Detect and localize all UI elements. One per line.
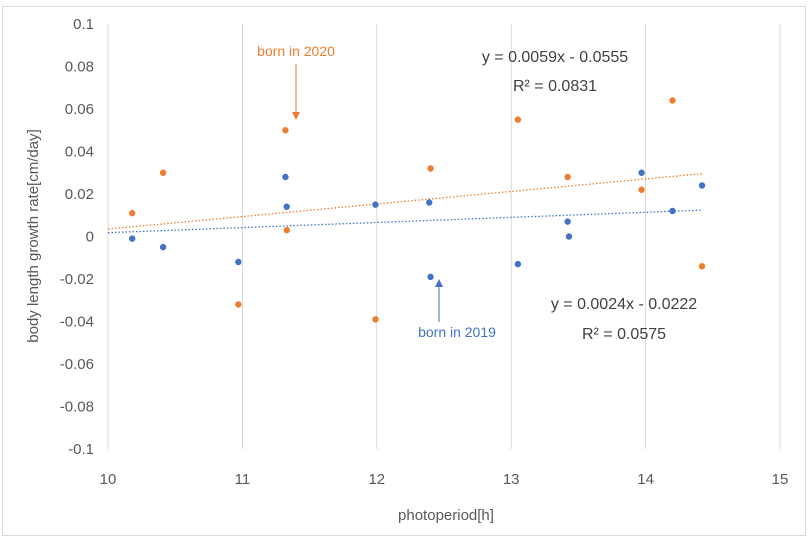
data-point-series-0 [283, 203, 290, 210]
trendline-2019-r2: R² = 0.0575 [582, 326, 666, 343]
y-tick-labels: -0.1 -0.08 -0.06 -0.04 -0.02 0 0.02 0.04 0.06 0.0… [60, 16, 94, 458]
data-point-series-0 [565, 233, 573, 240]
annotation-born-2019: born in 2019 [418, 324, 496, 340]
data-point-series-0 [638, 169, 645, 176]
data-point-series-0 [159, 243, 167, 251]
data-point-series-0 [426, 199, 433, 206]
arrow-icon-2020 [292, 64, 300, 120]
y-tick-label: 0.1 [73, 16, 94, 33]
data-point-series-0 [514, 260, 522, 268]
data-point-series-1 [372, 316, 379, 323]
x-tick-label: 11 [235, 471, 251, 488]
data-point-series-0 [282, 173, 289, 181]
data-point-series-0 [372, 201, 379, 208]
data-point-series-1 [235, 301, 242, 308]
trendline-2020-r2: R² = 0.0831 [513, 78, 597, 95]
trendlines [107, 172, 703, 234]
x-tick-label: 14 [637, 471, 654, 488]
trendline-series-0 [107, 209, 703, 234]
annotation-born-2020: born in 2020 [257, 43, 335, 59]
data-point-series-1 [669, 97, 676, 104]
y-tick-label: -0.06 [60, 356, 94, 373]
data-point-series-1 [282, 127, 289, 134]
y-tick-label: -0.04 [60, 314, 94, 331]
y-tick-label: 0 [86, 229, 94, 246]
data-point-series-0 [698, 182, 706, 189]
y-tick-label: -0.08 [60, 399, 94, 416]
y-tick-label: 0.04 [65, 144, 94, 161]
data-point-series-1 [128, 209, 136, 217]
trendline-2019-equation: y = 0.0024x - 0.0222 [551, 296, 697, 313]
data-point-series-0 [128, 235, 136, 242]
y-tick-label: 0.08 [65, 59, 94, 76]
y-tick-label: -0.1 [68, 441, 94, 458]
data-point-series-1 [427, 165, 434, 172]
data-point-series-1 [564, 173, 571, 181]
data-point-series-1 [159, 169, 167, 176]
data-point-series-0 [427, 273, 434, 281]
data-point-series-1 [283, 226, 290, 234]
y-tick-label: 0.02 [65, 186, 94, 203]
data-point-series-0 [235, 258, 242, 266]
arrow-icon-2019 [435, 279, 443, 322]
y-tick-label: 0.06 [65, 101, 94, 118]
data-point-series-0 [564, 218, 571, 225]
x-tick-labels: 10 11 12 13 14 15 [100, 471, 789, 488]
data-points [128, 97, 706, 323]
x-tick-label: 10 [100, 471, 117, 488]
trendline-2020-equation: y = 0.0059x - 0.0555 [482, 49, 628, 66]
x-tick-label: 12 [368, 471, 385, 488]
trendline-series-1 [107, 172, 703, 230]
y-axis-title: body length growth rate[cm/day] [25, 129, 42, 342]
y-tick-label: -0.02 [60, 271, 94, 288]
chart-frame [2, 6, 806, 536]
data-point-series-1 [698, 263, 706, 270]
grid-lines [107, 24, 781, 449]
data-point-series-1 [514, 116, 522, 123]
data-point-series-0 [669, 207, 676, 215]
data-point-series-1 [638, 186, 645, 193]
x-tick-label: 15 [772, 471, 789, 488]
x-axis-title: photoperiod[h] [398, 507, 494, 524]
x-tick-label: 13 [503, 471, 520, 488]
